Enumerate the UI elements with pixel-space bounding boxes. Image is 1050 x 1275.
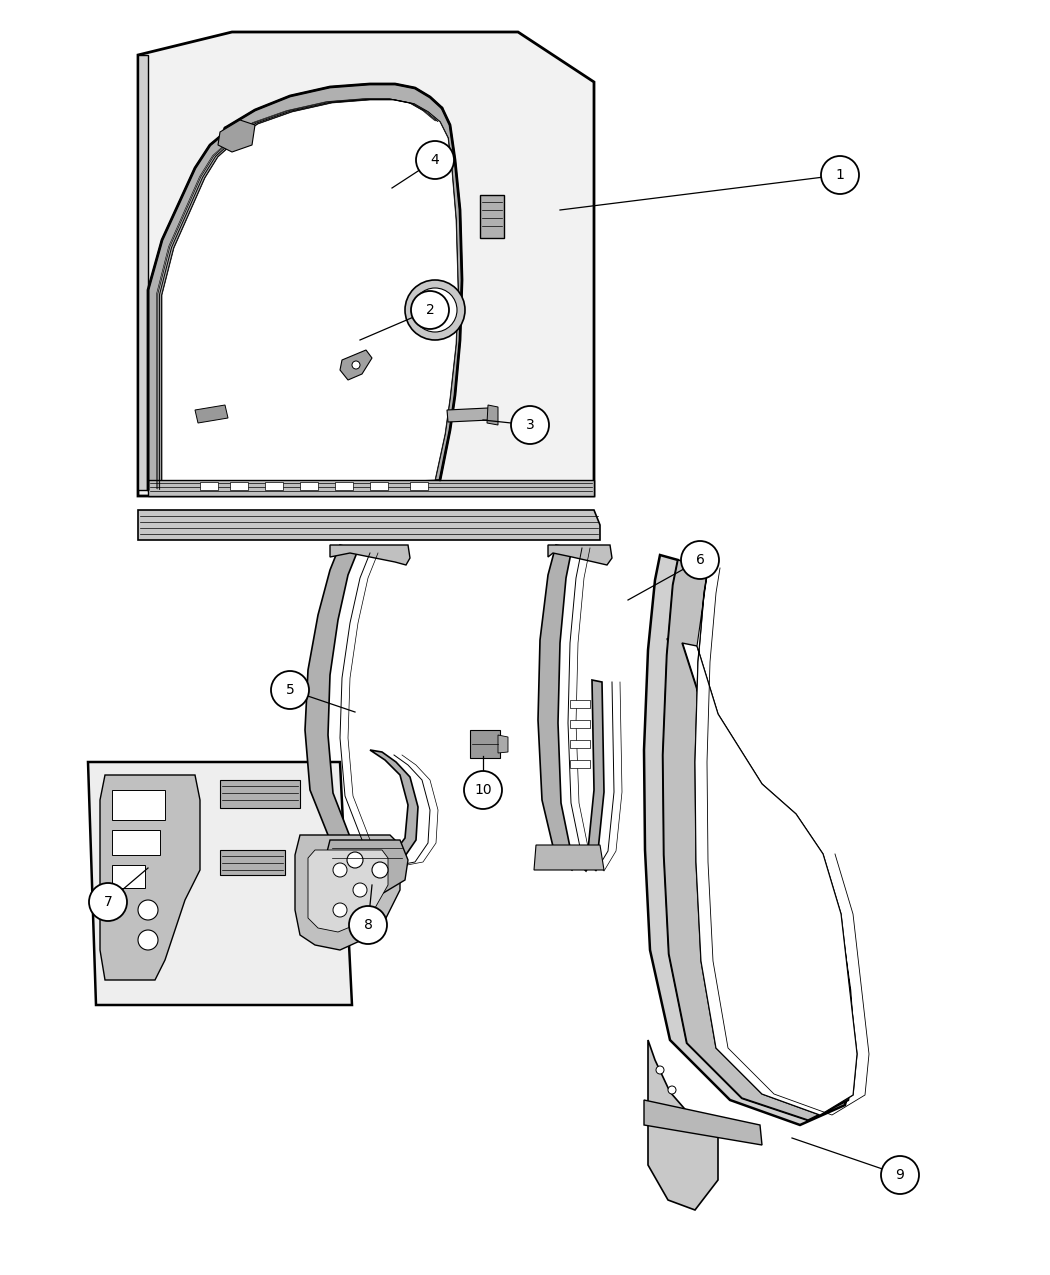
Circle shape [656,1066,664,1074]
Polygon shape [300,482,318,490]
Circle shape [668,1086,676,1094]
Polygon shape [570,700,590,708]
Polygon shape [304,544,418,863]
Polygon shape [570,740,590,748]
Polygon shape [498,734,508,754]
Polygon shape [138,55,148,490]
Text: 10: 10 [475,783,491,797]
Circle shape [405,280,465,340]
Polygon shape [330,544,410,565]
Polygon shape [487,405,498,425]
Polygon shape [480,195,504,238]
Polygon shape [470,731,500,759]
Text: 6: 6 [695,553,705,567]
Polygon shape [644,555,855,1125]
Circle shape [346,852,363,868]
Text: 7: 7 [104,895,112,909]
Text: 1: 1 [836,168,844,182]
Polygon shape [112,790,165,820]
Polygon shape [88,762,352,1005]
Text: 9: 9 [896,1168,904,1182]
Polygon shape [112,830,160,856]
Polygon shape [308,850,388,932]
Circle shape [333,863,347,877]
Circle shape [138,900,158,921]
Polygon shape [220,780,300,808]
Circle shape [464,771,502,810]
Circle shape [353,884,367,898]
Text: 3: 3 [526,418,534,432]
Circle shape [411,291,449,329]
Polygon shape [220,850,285,875]
Polygon shape [295,835,400,950]
Polygon shape [112,864,145,887]
Circle shape [349,907,387,944]
Polygon shape [648,1040,718,1210]
Polygon shape [570,760,590,768]
Circle shape [333,903,347,917]
Polygon shape [644,1100,762,1145]
Circle shape [416,142,454,179]
Polygon shape [138,32,594,496]
Text: 5: 5 [286,683,294,697]
Circle shape [271,671,309,709]
Polygon shape [663,560,857,1119]
Polygon shape [447,408,490,422]
Polygon shape [218,120,255,152]
Circle shape [352,361,360,368]
Polygon shape [148,479,594,496]
Circle shape [821,156,859,194]
Polygon shape [570,720,590,728]
Circle shape [413,288,457,332]
Circle shape [681,541,719,579]
Polygon shape [695,567,857,1116]
Text: 2: 2 [425,303,435,317]
Polygon shape [148,84,462,490]
Text: 4: 4 [430,153,439,167]
Polygon shape [195,405,228,423]
Circle shape [89,884,127,921]
Polygon shape [138,510,600,541]
Polygon shape [538,544,604,871]
Text: 8: 8 [363,918,373,932]
Polygon shape [534,845,604,870]
Polygon shape [100,775,200,980]
Polygon shape [548,544,612,565]
Polygon shape [335,482,353,490]
Polygon shape [200,482,218,490]
Circle shape [372,862,388,878]
Circle shape [881,1156,919,1193]
Circle shape [511,405,549,444]
Polygon shape [410,482,428,490]
Polygon shape [340,351,372,380]
Polygon shape [230,482,248,490]
Polygon shape [370,482,388,490]
Polygon shape [265,482,284,490]
Polygon shape [162,99,458,490]
Polygon shape [326,840,408,895]
Circle shape [138,929,158,950]
